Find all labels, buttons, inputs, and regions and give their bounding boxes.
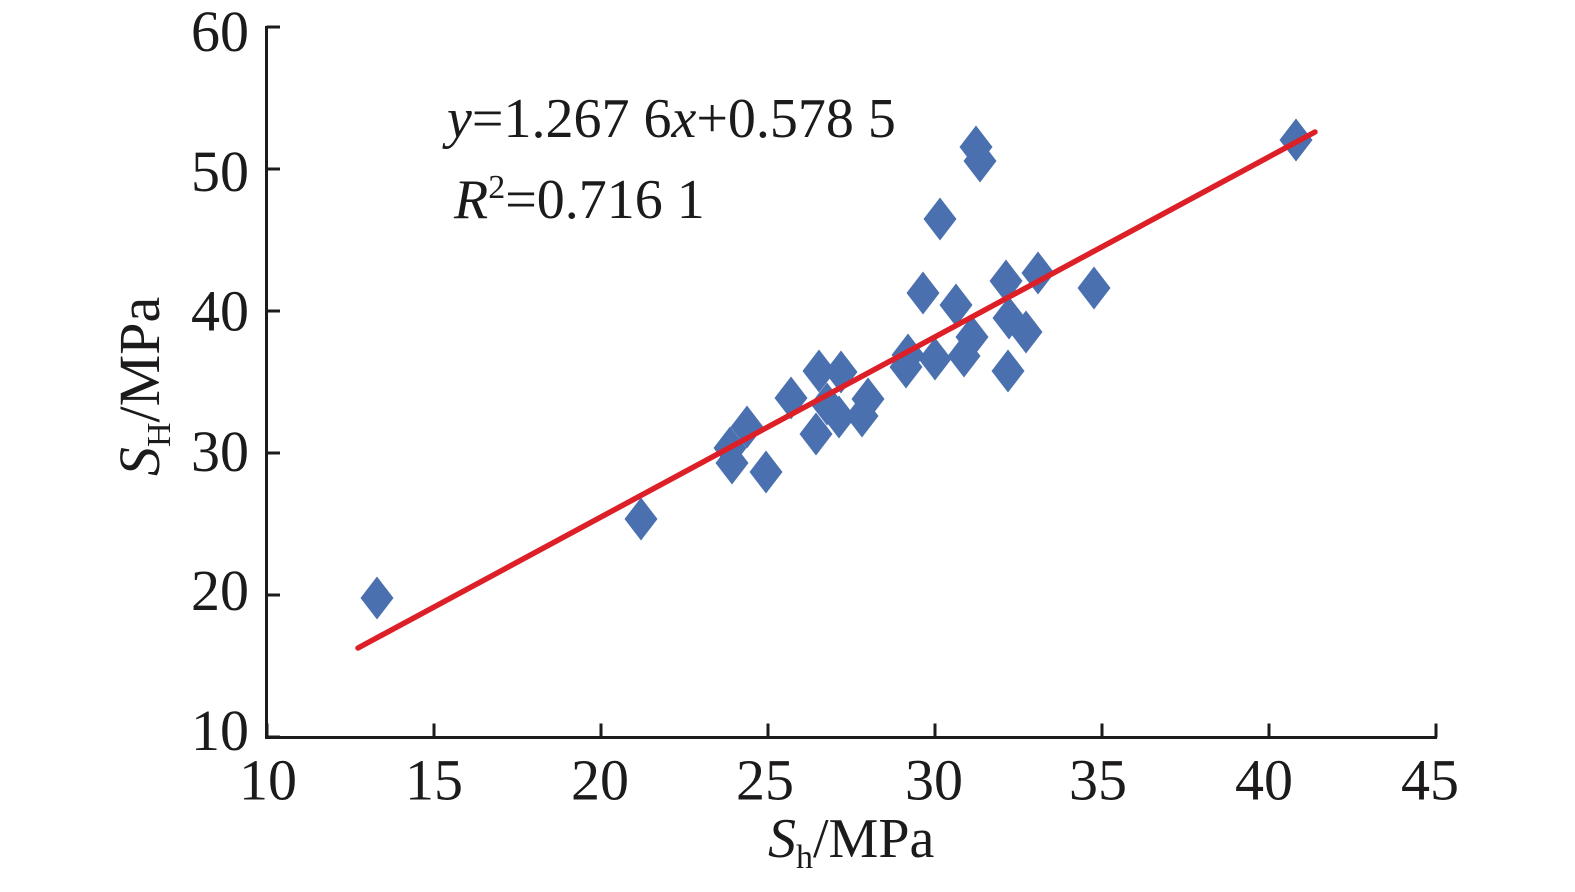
svg-text:20: 20 — [191, 558, 249, 623]
svg-text:10: 10 — [191, 698, 249, 763]
svg-text:45: 45 — [1401, 748, 1459, 813]
svg-text:15: 15 — [405, 748, 463, 813]
svg-text:10: 10 — [239, 748, 297, 813]
svg-text:R2=0.716 1: R2=0.716 1 — [453, 169, 705, 231]
svg-text:20: 20 — [571, 748, 629, 813]
svg-text:35: 35 — [1069, 748, 1127, 813]
svg-text:SH/MPa: SH/MPa — [107, 297, 178, 476]
svg-text:40: 40 — [1235, 748, 1293, 813]
svg-text:40: 40 — [191, 279, 249, 344]
svg-text:25: 25 — [736, 748, 794, 813]
svg-text:60: 60 — [191, 0, 249, 64]
svg-text:50: 50 — [191, 139, 249, 204]
svg-text:30: 30 — [191, 419, 249, 484]
svg-text:y=1.267 6x+0.578 5: y=1.267 6x+0.578 5 — [442, 88, 896, 150]
svg-text:Sh/MPa: Sh/MPa — [768, 808, 934, 876]
svg-text:30: 30 — [905, 748, 963, 813]
